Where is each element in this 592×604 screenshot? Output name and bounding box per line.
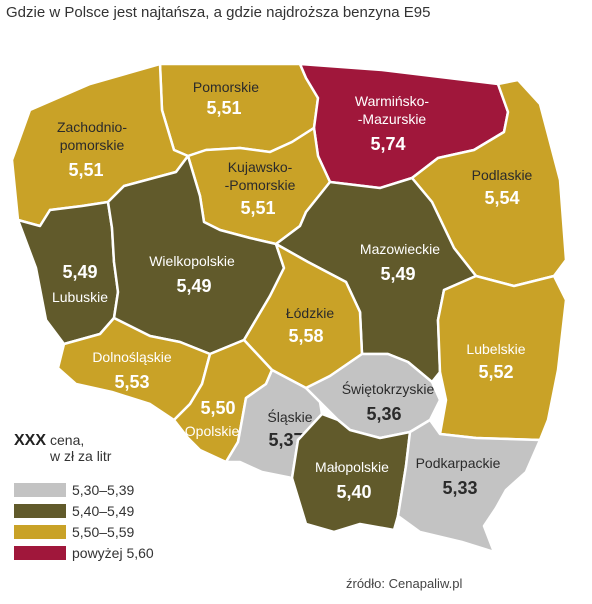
region-name-kujawsko-1: Kujawsko- — [228, 159, 293, 175]
region-name-zachodnio-2: pomorskie — [60, 137, 125, 153]
region-name-pomorskie: Pomorskie — [193, 79, 259, 95]
region-name-lodzkie: Łódzkie — [286, 305, 334, 321]
region-malopolskie[interactable]: Małopolskie 5,40 — [290, 412, 412, 534]
legend-swatch — [14, 504, 66, 518]
region-name-swietokrzyskie: Świętokrzyskie — [342, 380, 435, 397]
region-name-wielkopolskie: Wielkopolskie — [149, 253, 235, 269]
region-name-zachodnio-1: Zachodnio- — [57, 119, 127, 135]
region-price-lubuskie: 5,49 — [62, 262, 97, 282]
legend: XXX cena, w zł za litr 5,30–5,39 5,40–5,… — [14, 432, 214, 562]
region-price-lodzkie: 5,58 — [288, 326, 323, 346]
region-name-lubelskie: Lubelskie — [466, 341, 525, 357]
legend-swatch — [14, 525, 66, 539]
region-name-opolskie: Opolskie — [185, 423, 240, 439]
legend-item: 5,40–5,49 — [14, 502, 214, 520]
legend-swatch — [14, 483, 66, 497]
region-price-kujawsko-pomorskie: 5,51 — [240, 198, 275, 218]
region-name-kujawsko-2: -Pomorskie — [225, 177, 296, 193]
legend-label: 5,30–5,39 — [72, 482, 135, 498]
region-price-malopolskie: 5,40 — [336, 482, 371, 502]
region-price-podlaskie: 5,54 — [484, 188, 519, 208]
region-price-podkarpackie: 5,33 — [442, 478, 477, 498]
region-price-slaskie: 5,37 — [268, 430, 303, 450]
region-price-mazowieckie: 5,49 — [380, 264, 415, 284]
region-price-lubelskie: 5,52 — [478, 362, 513, 382]
legend-item: powyżej 5,60 — [14, 544, 214, 562]
legend-swatch — [14, 546, 66, 560]
legend-key: XXX cena, w zł za litr — [14, 432, 214, 464]
region-zachodniopomorskie[interactable]: Zachodnio- pomorskie 5,51 — [10, 62, 190, 228]
region-name-mazowieckie: Mazowieckie — [360, 241, 440, 257]
legend-key-text: cena, w zł za litr — [50, 432, 111, 464]
legend-item: 5,30–5,39 — [14, 481, 214, 499]
legend-key-symbol: XXX — [14, 432, 47, 449]
legend-key-line1: cena, — [50, 432, 85, 448]
legend-label: 5,40–5,49 — [72, 503, 135, 519]
region-name-warminsko-2: -Mazurskie — [358, 111, 427, 127]
map-title: Gdzie w Polsce jest najtańsza, a gdzie n… — [6, 4, 431, 21]
region-name-dolnoslaskie: Dolnośląskie — [92, 349, 172, 365]
region-name-podlaskie: Podlaskie — [472, 167, 533, 183]
region-name-warminsko-1: Warmińsko- — [355, 93, 429, 109]
region-name-slaskie: Śląskie — [267, 408, 312, 425]
region-price-opolskie: 5,50 — [200, 398, 235, 418]
source-note: źródło: Cenapaliw.pl — [346, 576, 463, 591]
region-name-lubuskie: Lubuskie — [52, 289, 108, 305]
region-price-wielkopolskie: 5,49 — [176, 276, 211, 296]
region-wielkopolskie[interactable]: Wielkopolskie 5,49 — [106, 154, 286, 356]
legend-label: 5,50–5,59 — [72, 524, 135, 540]
legend-key-line2: w zł za litr — [50, 448, 112, 464]
region-price-dolnoslaskie: 5,53 — [114, 372, 149, 392]
region-price-pomorskie: 5,51 — [206, 98, 241, 118]
region-name-podkarpackie: Podkarpackie — [416, 455, 501, 471]
region-warminsko-mazurskie[interactable]: Warmińsko- -Mazurskie 5,74 — [298, 62, 510, 190]
region-price-zachodniopomorskie: 5,51 — [68, 160, 103, 180]
region-lubelskie[interactable]: Lubelskie 5,52 — [436, 274, 568, 442]
region-lubuskie[interactable]: 5,49 Lubuskie — [16, 200, 120, 346]
region-name-malopolskie: Małopolskie — [315, 459, 389, 475]
region-lodzkie[interactable]: Łódzkie 5,58 — [242, 242, 364, 390]
region-price-swietokrzyskie: 5,36 — [366, 404, 401, 424]
region-podkarpackie[interactable]: Podkarpackie 5,33 — [396, 418, 542, 554]
legend-label: powyżej 5,60 — [72, 545, 154, 561]
region-price-warminsko-mazurskie: 5,74 — [370, 134, 405, 154]
legend-item: 5,50–5,59 — [14, 523, 214, 541]
